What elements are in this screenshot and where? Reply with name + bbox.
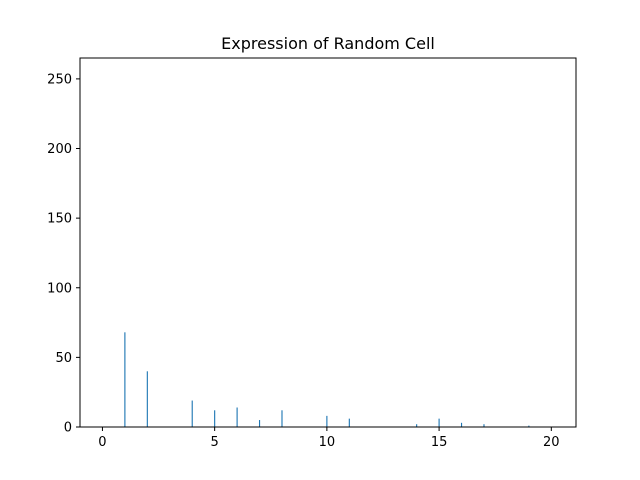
y-tick-label: 100 xyxy=(47,281,72,296)
bar-x4 xyxy=(191,400,193,427)
bar-x11 xyxy=(348,418,350,427)
bar-x8 xyxy=(281,410,283,427)
plot-frame xyxy=(79,57,577,428)
y-tick-label: 250 xyxy=(47,72,72,87)
bar-x19 xyxy=(528,425,530,427)
bar-x2 xyxy=(146,371,148,427)
y-tick-label: 0 xyxy=(64,421,72,436)
bar-x14 xyxy=(416,424,418,427)
bar-x15 xyxy=(438,418,440,427)
y-tick-label: 200 xyxy=(47,142,72,157)
x-tick-label: 0 xyxy=(98,435,106,450)
bar-x5 xyxy=(214,410,216,427)
x-axis: 0 5 10 15 20 xyxy=(98,427,560,450)
bar-x7 xyxy=(258,420,261,427)
x-tick-label: 10 xyxy=(319,435,336,450)
x-tick-label: 20 xyxy=(543,435,560,450)
chart-title: Expression of Random Cell xyxy=(221,34,435,53)
y-tick-label: 50 xyxy=(55,351,72,366)
y-axis: 0 50 100 150 200 250 xyxy=(47,72,80,436)
x-tick-label: 15 xyxy=(431,435,448,450)
x-tick-label: 5 xyxy=(211,435,219,450)
bar-x17 xyxy=(483,424,485,427)
bar-x6 xyxy=(236,407,238,427)
y-tick-label: 150 xyxy=(47,212,72,227)
bars-group xyxy=(124,332,530,427)
bar-x16 xyxy=(460,422,463,427)
bar-x1 xyxy=(124,332,126,427)
bar-x10 xyxy=(326,415,328,427)
